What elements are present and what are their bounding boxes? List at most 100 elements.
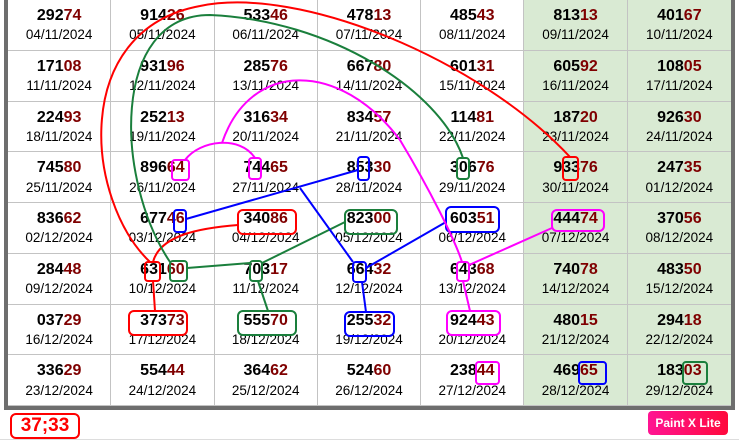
number-tail: 68	[476, 260, 495, 278]
number-head: 924	[450, 311, 477, 329]
number-tail: 48	[63, 260, 82, 278]
number-head: 284	[36, 260, 64, 278]
result-date: 08/11/2024	[438, 27, 506, 43]
result-date: 03/12/2024	[128, 230, 197, 246]
result-date: 17/12/2024	[128, 331, 197, 347]
number-tail: 73	[166, 311, 185, 329]
result-number: 37056	[657, 209, 702, 228]
number-tail: 05	[683, 57, 702, 75]
number-head: 931	[140, 57, 167, 75]
result-number: 67746	[140, 209, 185, 228]
result-cell: 48350 15/12/2024	[627, 253, 731, 305]
number-head: 316	[243, 108, 271, 126]
result-cell: 10805 17/11/2024	[627, 50, 731, 102]
number-tail: 31	[476, 57, 495, 75]
number-tail: 29	[63, 362, 82, 380]
number-head: 444	[553, 210, 581, 228]
result-number: 60131	[450, 57, 495, 76]
number-head: 823	[346, 210, 374, 228]
number-head: 247	[657, 159, 684, 177]
result-date: 09/12/2024	[25, 281, 93, 297]
result-cell: 63160 10/12/2024	[111, 253, 215, 305]
result-number: 03729	[37, 311, 82, 330]
number-tail: 35	[683, 159, 702, 177]
number-head: 853	[346, 159, 374, 177]
result-cell: 03729 16/12/2024	[8, 304, 112, 356]
number-tail: 56	[683, 210, 702, 228]
result-cell: 40167 10/11/2024	[627, 0, 731, 51]
result-cell: 93196 12/11/2024	[111, 50, 215, 102]
score-label: 37;33	[10, 413, 80, 439]
result-number: 55444	[140, 361, 185, 380]
result-date: 09/11/2024	[542, 27, 609, 43]
result-number: 10805	[657, 57, 702, 76]
result-cell: 23844 27/12/2024	[421, 355, 525, 406]
result-cell: 28576 13/11/2024	[214, 50, 318, 102]
result-cell: 31634 20/11/2024	[214, 101, 318, 153]
result-cell: 74580 25/11/2024	[8, 152, 112, 203]
result-date: 12/11/2024	[129, 78, 196, 94]
result-cell: 66780 14/11/2024	[317, 50, 422, 102]
number-tail: 44	[166, 362, 185, 380]
number-head: 364	[243, 362, 271, 380]
number-tail: 26	[166, 7, 185, 25]
number-tail: 74	[63, 7, 82, 25]
result-date: 23/11/2024	[542, 128, 609, 144]
number-head: 703	[243, 260, 271, 278]
result-number: 74078	[553, 260, 598, 279]
result-date: 10/12/2024	[128, 281, 197, 297]
result-date: 12/12/2024	[335, 281, 403, 297]
result-number: 83457	[347, 108, 392, 127]
number-tail: 18	[683, 311, 702, 329]
number-tail: 30	[373, 159, 392, 177]
result-date: 07/12/2024	[541, 230, 610, 246]
result-number: 74465	[243, 158, 288, 177]
result-number: 29418	[657, 311, 702, 330]
number-head: 813	[553, 7, 581, 25]
result-cell: 83457 21/11/2024	[317, 101, 422, 153]
number-tail: 03	[683, 362, 702, 380]
number-head: 255	[346, 311, 374, 329]
result-cell: 60351 06/12/2024	[421, 203, 525, 254]
result-cell: 46965 28/12/2024	[524, 355, 628, 406]
result-date: 06/12/2024	[438, 230, 507, 246]
result-date: 15/12/2024	[645, 281, 714, 297]
result-date: 16/11/2024	[542, 78, 609, 94]
number-head: 533	[243, 7, 271, 25]
number-tail: 29	[63, 311, 82, 329]
result-cell: 25213 19/11/2024	[111, 101, 215, 153]
number-tail: 44	[476, 362, 495, 380]
number-tail: 60	[166, 260, 185, 278]
result-number: 29274	[37, 6, 82, 25]
result-date: 19/11/2024	[129, 128, 196, 144]
number-tail: 76	[270, 57, 288, 75]
result-date: 20/11/2024	[232, 128, 299, 144]
result-cell: 89664 26/11/2024	[111, 152, 215, 203]
result-number: 17108	[37, 57, 82, 76]
result-date: 04/11/2024	[25, 27, 93, 43]
result-cell: 91426 05/11/2024	[111, 0, 215, 51]
number-head: 555	[243, 311, 271, 329]
result-date: 21/12/2024	[541, 331, 610, 347]
result-cell: 92443 20/12/2024	[421, 304, 525, 356]
number-tail: 43	[476, 7, 495, 25]
number-tail: 86	[270, 210, 288, 228]
result-date: 26/11/2024	[129, 179, 196, 195]
number-head: 370	[657, 210, 684, 228]
result-cell: 55444 24/12/2024	[111, 355, 215, 406]
result-number: 34086	[243, 209, 288, 228]
number-head: 836	[36, 210, 64, 228]
result-cell: 53346 06/11/2024	[214, 0, 318, 51]
result-date: 29/12/2024	[645, 382, 714, 398]
result-number: 60351	[450, 209, 495, 228]
result-cell: 83662 02/12/2024	[8, 203, 112, 254]
result-cell: 81313 09/11/2024	[524, 0, 628, 51]
result-date: 13/12/2024	[438, 281, 507, 297]
result-cell: 11481 22/11/2024	[421, 101, 525, 153]
number-head: 834	[346, 108, 374, 126]
number-tail: 20	[580, 108, 598, 126]
result-number: 18303	[657, 361, 702, 380]
number-tail: 43	[476, 311, 495, 329]
result-number: 74580	[37, 158, 82, 177]
number-head: 933	[553, 159, 581, 177]
